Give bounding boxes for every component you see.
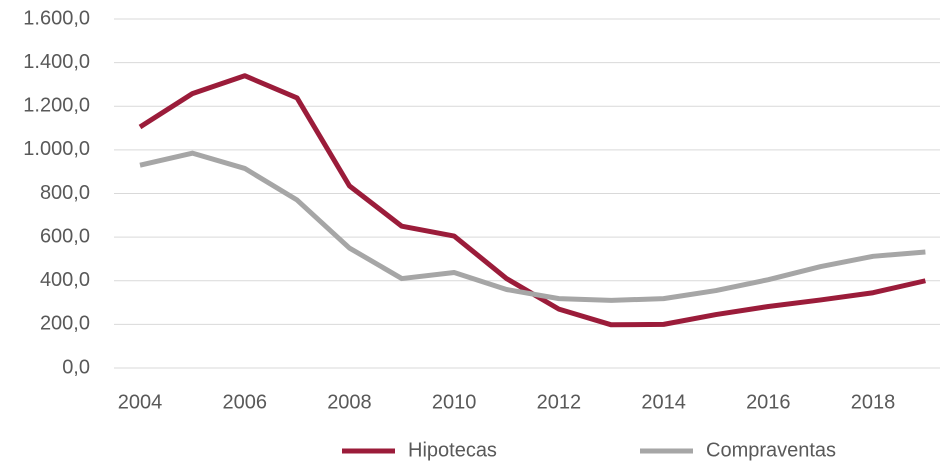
legend-label: Hipotecas — [408, 439, 497, 461]
y-tick-label: 1.600,0 — [23, 7, 90, 29]
x-tick-label: 2018 — [851, 391, 896, 413]
y-tick-label: 400,0 — [40, 269, 90, 291]
x-tick-label: 2006 — [222, 391, 267, 413]
x-tick-label: 2008 — [327, 391, 372, 413]
y-tick-label: 200,0 — [40, 313, 90, 335]
x-tick-label: 2016 — [746, 391, 791, 413]
line-series — [139, 150, 926, 303]
line-series — [138, 73, 926, 328]
x-tick-label: 2014 — [641, 391, 686, 413]
y-tick-label: 1.200,0 — [23, 95, 90, 117]
x-tick-label: 2004 — [118, 391, 163, 413]
y-tick-label: 600,0 — [40, 225, 90, 247]
y-tick-label: 1.000,0 — [23, 138, 90, 160]
x-tick-label: 2012 — [537, 391, 582, 413]
legend-label: Compraventas — [706, 439, 836, 461]
y-tick-label: 800,0 — [40, 182, 90, 204]
y-tick-label: 1.400,0 — [23, 51, 90, 73]
x-tick-label: 2010 — [432, 391, 477, 413]
y-tick-label: 0,0 — [62, 356, 90, 378]
